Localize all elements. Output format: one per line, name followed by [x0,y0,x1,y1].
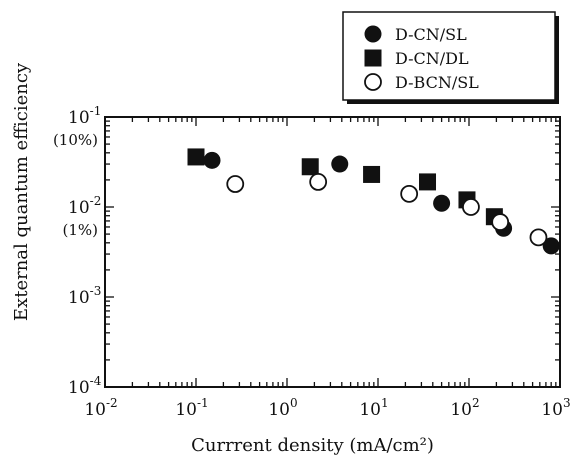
x-tick-label: 10-1 [175,396,208,420]
y-percent-label: (10%) [53,131,98,149]
legend: D-CN/SL D-CN/DL D-BCN/SL [342,11,559,104]
data-point [419,173,437,191]
x-tick-label: 100 [268,396,297,420]
x-tick-label: 102 [450,396,479,420]
x-tick-labels: 10-2 10-1 100 101 102 103 [84,396,570,420]
y-tick-label: 10-1 [68,104,101,128]
data-point [309,173,328,191]
legend-marker [364,73,382,91]
data-point [529,228,548,247]
y-percent-label: (1%) [62,221,98,239]
y-percent-annotations: (10%) (1%) [53,131,98,239]
data-point [203,151,221,169]
legend-marker [364,25,382,43]
data-points [187,148,560,255]
plot-frame [104,116,561,388]
data-point [542,237,560,255]
legend-label: D-CN/DL [395,49,469,68]
data-point [331,155,349,173]
axis-ticks [104,116,561,388]
y-tick-labels: 10-4 10-3 10-2 10-1 [68,104,102,398]
data-point [226,175,245,193]
series-d-cn-sl [203,151,560,255]
data-point [462,198,480,216]
legend-label: D-CN/SL [395,25,467,44]
legend-marker [364,49,382,67]
y-tick-label: 10-4 [68,374,102,398]
series-d-bcn-sl [226,173,548,247]
x-axis-label: Currrent density (mA/cm²) [191,435,434,456]
data-point [400,184,419,203]
data-point [491,213,510,231]
data-point [363,165,381,183]
x-tick-label: 101 [359,396,388,420]
y-axis-label: External quantum efficiency [11,62,32,321]
data-point [301,158,319,176]
y-tick-label: 10-3 [68,284,101,308]
x-tick-label: 10-2 [84,396,117,420]
x-tick-label: 103 [541,396,570,420]
data-point [433,194,451,212]
y-tick-label: 10-2 [68,194,101,218]
data-point [187,148,205,166]
legend-label: D-BCN/SL [395,73,479,92]
